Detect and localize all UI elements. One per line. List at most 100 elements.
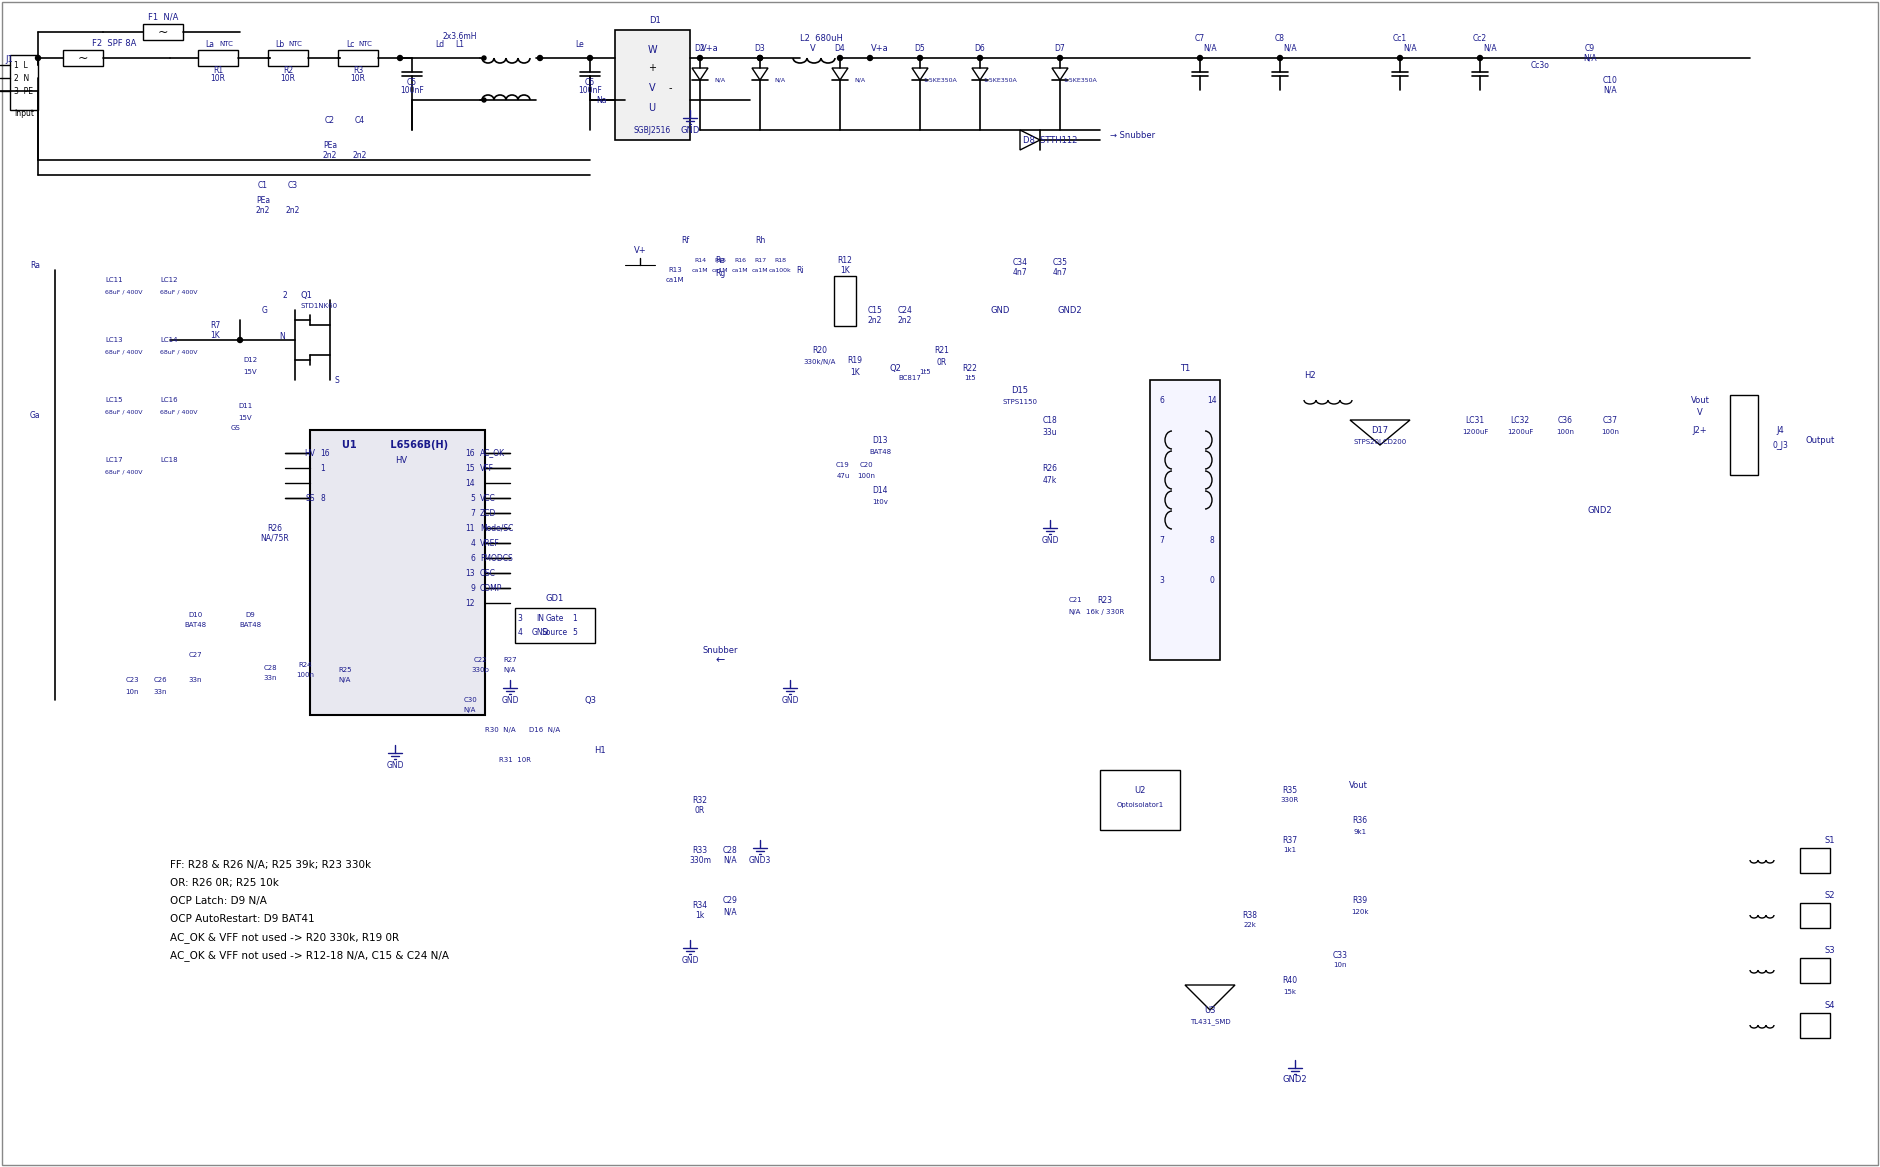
- Text: LC31: LC31: [1465, 415, 1485, 425]
- Text: U2: U2: [1134, 785, 1145, 795]
- Text: 68uF / 400V: 68uF / 400V: [160, 349, 197, 355]
- Text: 8: 8: [320, 494, 325, 503]
- Text: U1          L6566B(H): U1 L6566B(H): [342, 440, 447, 450]
- Text: Rg: Rg: [714, 268, 726, 278]
- Text: R33: R33: [692, 846, 707, 854]
- Text: 33n: 33n: [263, 675, 276, 682]
- Text: R3: R3: [353, 65, 363, 75]
- Bar: [1799, 1013, 1829, 1037]
- Text: 1t0v: 1t0v: [872, 499, 887, 505]
- Text: D6: D6: [974, 43, 985, 53]
- Text: V+: V+: [634, 245, 647, 254]
- Circle shape: [1478, 56, 1483, 61]
- Text: GD1: GD1: [545, 594, 564, 602]
- Text: N/A: N/A: [338, 677, 352, 683]
- Text: C21: C21: [1068, 598, 1081, 603]
- Text: C26: C26: [152, 677, 167, 683]
- Text: V+a: V+a: [870, 43, 889, 53]
- Text: D3: D3: [754, 43, 765, 53]
- Text: Rf: Rf: [681, 236, 690, 245]
- Text: Mode/SC: Mode/SC: [479, 524, 513, 532]
- Text: R40: R40: [1282, 976, 1297, 985]
- Text: N/A: N/A: [1583, 54, 1596, 63]
- Text: R7: R7: [211, 321, 220, 329]
- Bar: [1799, 903, 1829, 928]
- Text: Na: Na: [596, 96, 607, 105]
- Bar: [1799, 958, 1829, 983]
- Text: C8: C8: [1275, 34, 1286, 42]
- Text: J1: J1: [6, 55, 13, 64]
- Text: R21: R21: [934, 345, 949, 355]
- Text: 10R: 10R: [280, 74, 295, 83]
- Text: 100n: 100n: [1557, 429, 1574, 435]
- Text: C23: C23: [126, 677, 139, 683]
- Text: 6: 6: [1160, 396, 1164, 405]
- Text: D15: D15: [1011, 385, 1028, 394]
- Circle shape: [978, 56, 983, 61]
- Text: G: G: [261, 306, 269, 314]
- Text: GND: GND: [782, 696, 799, 705]
- Text: LC17: LC17: [105, 457, 122, 463]
- Text: LC11: LC11: [105, 277, 122, 284]
- Text: 14: 14: [1207, 396, 1216, 405]
- Text: R26: R26: [267, 524, 282, 532]
- Text: → Snubber: → Snubber: [1109, 131, 1154, 140]
- Text: 1.5KE350A: 1.5KE350A: [983, 77, 1017, 83]
- Polygon shape: [692, 68, 709, 81]
- Text: LC16: LC16: [160, 397, 177, 403]
- Polygon shape: [833, 68, 848, 81]
- Text: PEa: PEa: [323, 140, 337, 149]
- Text: 100nF: 100nF: [400, 85, 423, 95]
- Text: LC12: LC12: [160, 277, 177, 284]
- Text: 15V: 15V: [243, 369, 258, 375]
- Text: 6: 6: [470, 553, 476, 562]
- Text: D10: D10: [188, 612, 203, 619]
- Text: 10R: 10R: [350, 74, 365, 83]
- Text: D4: D4: [835, 43, 846, 53]
- Text: R18: R18: [775, 258, 786, 263]
- Circle shape: [588, 56, 592, 61]
- Text: N/A: N/A: [854, 77, 865, 83]
- Text: 1k: 1k: [696, 910, 705, 920]
- Text: C20: C20: [859, 462, 872, 468]
- Text: 10R: 10R: [211, 74, 226, 83]
- Text: AC_OK & VFF not used -> R12-18 N/A, C15 & C24 N/A: AC_OK & VFF not used -> R12-18 N/A, C15 …: [169, 950, 449, 960]
- Polygon shape: [1021, 130, 1040, 151]
- Text: R37: R37: [1282, 836, 1297, 845]
- Text: 68uF / 400V: 68uF / 400V: [105, 289, 143, 294]
- Text: AC_OK: AC_OK: [479, 448, 506, 457]
- Text: D11: D11: [239, 403, 252, 408]
- Text: 16: 16: [320, 448, 329, 457]
- Text: GND: GND: [1042, 536, 1058, 545]
- Text: OR: R26 0R; R25 10k: OR: R26 0R; R25 10k: [169, 878, 278, 888]
- Text: Input: Input: [13, 109, 34, 118]
- Text: BC817: BC817: [899, 375, 921, 380]
- Text: 10n: 10n: [1333, 962, 1346, 967]
- Text: 68uF / 400V: 68uF / 400V: [105, 410, 143, 414]
- Text: D16  N/A: D16 N/A: [530, 727, 560, 733]
- Text: 330m: 330m: [688, 855, 711, 865]
- Text: 3  PE: 3 PE: [13, 86, 34, 96]
- Text: C7: C7: [1196, 34, 1205, 42]
- Text: Cc1: Cc1: [1393, 34, 1406, 42]
- Text: 2n2: 2n2: [353, 151, 367, 160]
- Text: 2n2: 2n2: [286, 205, 301, 215]
- Text: 15k: 15k: [1284, 988, 1297, 995]
- Text: 4: 4: [517, 628, 523, 636]
- Text: 47k: 47k: [1043, 475, 1057, 484]
- Text: R19: R19: [848, 356, 863, 364]
- Text: ←: ←: [714, 655, 724, 665]
- Text: 100nF: 100nF: [579, 85, 602, 95]
- Text: TL431_SMD: TL431_SMD: [1190, 1019, 1230, 1026]
- Text: 68uF / 400V: 68uF / 400V: [160, 289, 197, 294]
- Text: 100n: 100n: [857, 473, 874, 478]
- Text: ca1M: ca1M: [752, 267, 769, 273]
- Text: 2n2: 2n2: [323, 151, 337, 160]
- Text: Gate: Gate: [545, 614, 564, 622]
- Text: NTC: NTC: [220, 41, 233, 47]
- Circle shape: [1278, 56, 1282, 61]
- Text: D7: D7: [1055, 43, 1066, 53]
- Text: 2n2: 2n2: [256, 205, 271, 215]
- Text: C35: C35: [1053, 258, 1068, 266]
- Text: R20: R20: [812, 345, 827, 355]
